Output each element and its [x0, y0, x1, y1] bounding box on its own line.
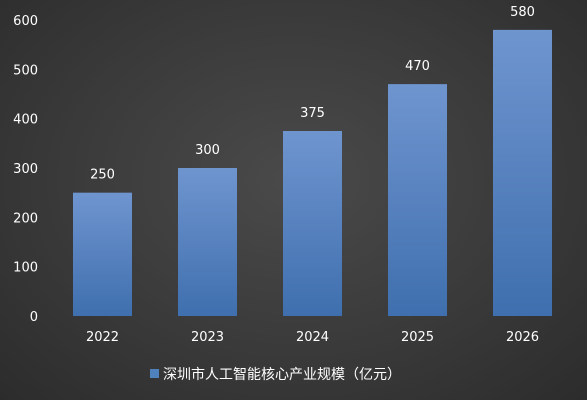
x-tick-label: 2023	[191, 330, 224, 345]
y-tick-label: 400	[13, 113, 38, 128]
data-label: 580	[510, 5, 535, 20]
x-tick-label: 2022	[86, 330, 119, 345]
bar	[178, 168, 237, 316]
bar-series	[73, 29, 552, 316]
y-tick-label: 600	[13, 14, 38, 29]
y-tick-label: 100	[13, 261, 38, 276]
bar	[388, 84, 447, 316]
y-axis: 0 100 200 300 400 500 600	[13, 14, 38, 325]
data-label: 250	[90, 168, 115, 183]
legend-swatch	[150, 369, 159, 378]
data-label: 300	[195, 143, 220, 158]
data-labels: 250 300 375 470 580	[90, 5, 535, 183]
x-axis: 2022 2023 2024 2025 2026	[86, 330, 539, 345]
y-tick-label: 0	[30, 310, 38, 325]
x-tick-label: 2026	[506, 330, 539, 345]
legend-label: 深圳市人工智能核心产业规模（亿元）	[163, 366, 401, 383]
data-label: 375	[300, 106, 325, 121]
x-tick-label: 2024	[296, 330, 329, 345]
y-tick-label: 300	[13, 162, 38, 177]
y-tick-label: 500	[13, 63, 38, 78]
data-label: 470	[405, 59, 430, 74]
bar	[493, 29, 552, 316]
bar	[73, 192, 132, 316]
x-tick-label: 2025	[401, 330, 434, 345]
bar	[283, 131, 342, 316]
y-tick-label: 200	[13, 211, 38, 226]
legend: 深圳市人工智能核心产业规模（亿元）	[150, 366, 401, 383]
